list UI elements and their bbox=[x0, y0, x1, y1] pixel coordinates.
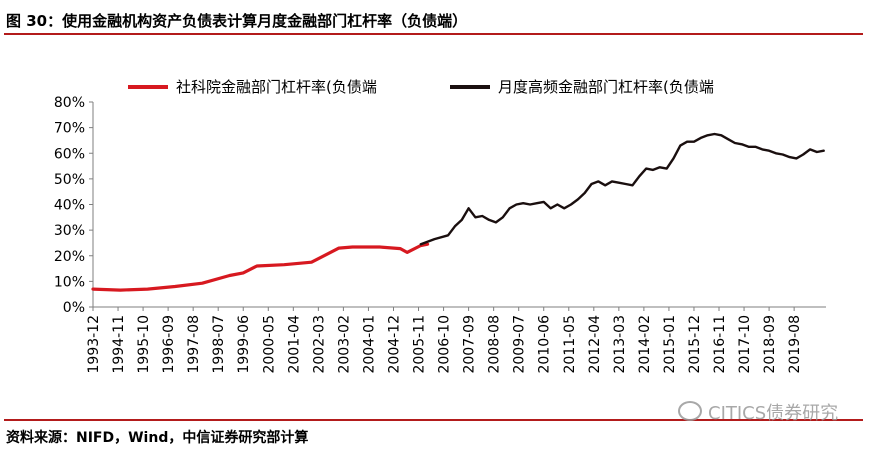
x-tick-label: 1994-11 bbox=[111, 315, 127, 374]
source-note: 资料来源：NIFD，Wind，中信证券研究部计算 bbox=[6, 430, 309, 446]
figure-title: 图 30：使用金融机构资产负债表计算月度金融部门杠杆率（负债端） bbox=[6, 12, 468, 30]
series-line-0 bbox=[91, 242, 430, 292]
x-tick-label: 2016-11 bbox=[712, 315, 728, 374]
x-tick-label: 2004-01 bbox=[361, 315, 377, 374]
series-line-1 bbox=[419, 132, 825, 246]
footer-divider bbox=[4, 419, 863, 421]
x-tick-label: 2001-04 bbox=[286, 315, 302, 374]
x-tick-label: 2018-09 bbox=[762, 315, 778, 374]
x-tick-label: 1995-10 bbox=[136, 315, 152, 374]
title-divider bbox=[4, 33, 863, 35]
x-tick-label: 2017-10 bbox=[737, 315, 753, 374]
x-tick-label: 1997-08 bbox=[186, 315, 202, 374]
x-tick-label: 2006-10 bbox=[437, 315, 453, 374]
y-tick-label: 50% bbox=[54, 172, 85, 188]
x-tick-label: 1996-09 bbox=[161, 315, 177, 374]
x-tick-label: 2002-03 bbox=[311, 315, 327, 374]
x-tick-label: 2009-07 bbox=[512, 315, 528, 374]
y-tick-label: 0% bbox=[63, 300, 85, 316]
x-tick-label: 2005-11 bbox=[412, 315, 428, 374]
y-axis: 0% 10% 20% 30% 40% 50% 60% 70% 80% bbox=[54, 95, 94, 316]
x-tick-label: 1998-07 bbox=[211, 315, 227, 374]
wechat-icon bbox=[678, 401, 702, 421]
x-tick-label: 2008-08 bbox=[487, 315, 503, 374]
y-tick-label: 10% bbox=[54, 274, 85, 290]
x-tick-label: 2019-08 bbox=[787, 315, 803, 374]
x-tick-label: 1993-12 bbox=[86, 315, 102, 374]
x-tick-label: 1999-06 bbox=[236, 315, 252, 374]
x-tick-label: 2000-05 bbox=[261, 315, 277, 374]
y-tick-label: 80% bbox=[54, 95, 85, 111]
x-tick-label: 2012-04 bbox=[587, 315, 603, 374]
x-tick-label: 2014-02 bbox=[637, 315, 653, 374]
legend-label: 社科院金融部门杠杆率(负债端 bbox=[176, 78, 377, 96]
y-tick-label: 20% bbox=[54, 249, 85, 265]
x-tick-label: 2015-12 bbox=[687, 315, 703, 374]
watermark-text: CITICS债券研究 bbox=[708, 403, 839, 424]
x-tick-label: 2015-01 bbox=[662, 315, 678, 374]
x-axis: 1993-12 1994-11 1995-10 1996-09 1997-08 1998-… bbox=[86, 306, 826, 374]
x-tick-label: 2013-03 bbox=[612, 315, 628, 374]
y-tick-label: 30% bbox=[54, 223, 85, 239]
x-tick-label: 2007-09 bbox=[462, 315, 478, 374]
x-tick-label: 2003-02 bbox=[336, 315, 352, 374]
y-tick-label: 40% bbox=[54, 198, 85, 214]
x-tick-label: 2010-06 bbox=[537, 315, 553, 374]
legend-label: 月度高频金融部门杠杆率(负债端 bbox=[498, 78, 714, 96]
y-tick-label: 60% bbox=[54, 146, 85, 162]
x-tick-label: 2004-12 bbox=[386, 315, 402, 374]
series-layer bbox=[91, 132, 825, 292]
y-tick-label: 70% bbox=[54, 121, 85, 137]
watermark: CITICS债券研究 bbox=[678, 399, 838, 425]
legend: 社科院金融部门杠杆率(负债端 月度高频金融部门杠杆率(负债端 bbox=[128, 78, 714, 96]
x-tick-label: 2011-05 bbox=[562, 315, 578, 374]
